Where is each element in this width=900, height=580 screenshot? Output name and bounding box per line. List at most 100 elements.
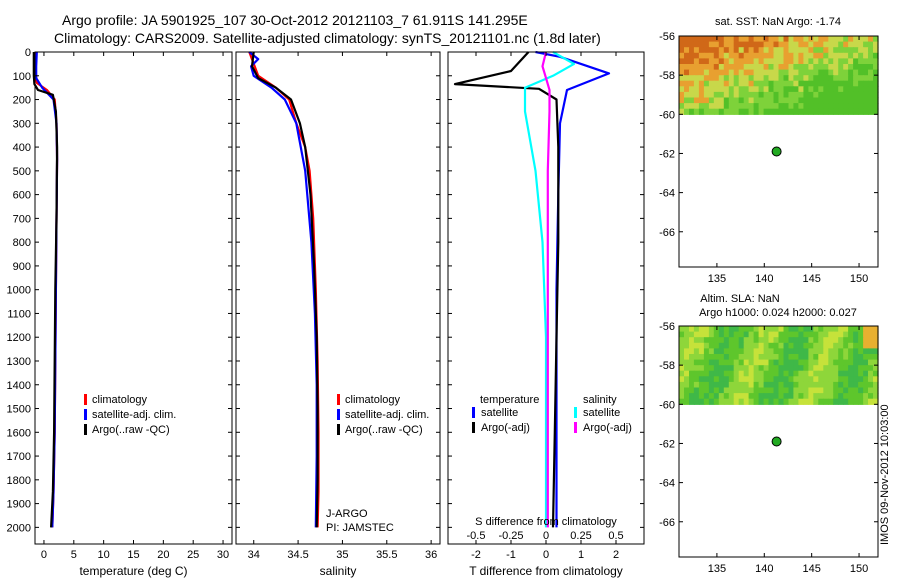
heatmap-cell	[848, 326, 854, 333]
heatmap-cell	[838, 398, 844, 405]
heatmap-cell	[828, 69, 834, 76]
heatmap-cell	[763, 64, 770, 71]
heatmap-cell	[718, 387, 725, 394]
heatmap-cell	[768, 36, 775, 43]
heatmap-cell	[713, 86, 720, 93]
heatmap-cell	[863, 75, 869, 82]
heatmap-cell	[733, 52, 740, 59]
heatmap-cell	[838, 97, 844, 104]
heatmap-cell	[693, 370, 700, 377]
heatmap-cell	[793, 36, 799, 43]
heatmap-cell	[733, 91, 740, 99]
heatmap-cell	[858, 58, 864, 65]
panel-salinity: 34 34.5 35 35.5 36 salinity climatology satelli…	[235, 51, 441, 578]
heatmap-cell	[753, 348, 760, 355]
heatmap-cell	[758, 64, 765, 71]
heatmap-cell	[803, 86, 809, 93]
heatmap-cell	[798, 381, 804, 389]
heatmap-cell	[828, 41, 834, 48]
heatmap-cell	[863, 36, 869, 43]
heatmap-cell	[813, 69, 819, 76]
heatmap-cell	[718, 108, 725, 115]
heatmap-cell	[728, 108, 735, 115]
heatmap-cell	[718, 348, 725, 355]
x2-tick-label: -0.25	[498, 530, 523, 542]
heatmap-cell	[718, 354, 725, 361]
heatmap-cell	[728, 337, 735, 344]
heatmap-cell	[793, 331, 799, 338]
heatmap-cell	[693, 398, 700, 405]
heatmap-cell	[838, 337, 844, 344]
heatmap-cell	[713, 103, 720, 110]
heatmap-cell	[793, 41, 799, 48]
heatmap-cell	[868, 326, 874, 333]
heatmap-cell	[843, 365, 849, 372]
heatmap-cell	[788, 64, 795, 71]
heatmap-cell	[803, 103, 809, 110]
heatmap-cell	[788, 381, 795, 389]
heatmap-cell	[823, 326, 829, 333]
heatmap-cell	[823, 354, 829, 361]
heatmap-cell	[833, 41, 839, 48]
heatmap-cell	[763, 393, 770, 400]
heatmap-cell	[768, 64, 775, 71]
heatmap-cell	[708, 69, 715, 76]
heatmap-cell	[863, 41, 869, 48]
heatmap-cell	[873, 97, 879, 104]
heatmap-cell	[818, 326, 824, 333]
heatmap-cell	[808, 103, 814, 110]
heatmap-cell	[783, 381, 790, 389]
heatmap-cell	[858, 331, 864, 338]
heatmap-cell	[753, 370, 760, 377]
heatmap-cell	[693, 393, 700, 400]
heatmap-cell	[813, 80, 819, 87]
legend-label: Argo(..raw -QC)	[92, 424, 170, 436]
heatmap-cell	[838, 64, 844, 71]
heatmap-cell	[708, 365, 715, 372]
y-tick-label: 1300	[7, 356, 31, 368]
y-tick-label: -58	[659, 360, 675, 372]
heatmap-cell	[758, 75, 765, 82]
heatmap-cell	[843, 354, 849, 361]
heatmap-cell	[679, 398, 685, 405]
y-tick-label: -64	[659, 478, 675, 490]
heatmap-cell	[743, 326, 750, 333]
heatmap-cell	[783, 86, 790, 93]
heatmap-cell	[838, 103, 844, 110]
x-tick-label: 0	[41, 549, 47, 561]
heatmap-cell	[798, 365, 804, 372]
legend-label: satellite-adj. clim.	[345, 409, 429, 421]
heatmap-cell	[703, 36, 710, 43]
heatmap-cell	[713, 331, 720, 338]
heatmap-cell	[679, 75, 685, 82]
heatmap-cell	[689, 387, 695, 394]
heatmap-cell	[793, 86, 799, 93]
heatmap-cell	[758, 80, 765, 87]
heatmap-cell	[828, 326, 834, 333]
heatmap-cell	[803, 97, 809, 104]
heatmap-cell	[723, 80, 730, 87]
y-tick-label: -66	[659, 517, 675, 529]
heatmap-cell	[838, 348, 844, 355]
y-tick-label: 900	[13, 261, 31, 273]
heatmap-cell	[858, 52, 864, 59]
heatmap-cell	[728, 354, 735, 361]
heatmap-cell	[788, 387, 795, 394]
heatmap-cell	[693, 387, 700, 394]
heatmap-cell	[798, 337, 804, 344]
heatmap-cell	[808, 75, 814, 82]
heatmap-cell	[813, 52, 819, 59]
heatmap-cell	[693, 36, 700, 43]
heatmap-cell	[868, 381, 874, 389]
heatmap-cell	[703, 86, 710, 93]
heatmap-cell	[718, 80, 725, 87]
heatmap-cell	[868, 387, 874, 394]
heatmap-cell	[808, 342, 814, 349]
heatmap-cell	[873, 108, 879, 115]
heatmap-cell	[723, 97, 730, 104]
heatmap-cell	[763, 41, 770, 48]
heatmap-cell	[848, 348, 854, 355]
heatmap-cell	[808, 393, 814, 400]
heatmap-cell	[808, 97, 814, 104]
